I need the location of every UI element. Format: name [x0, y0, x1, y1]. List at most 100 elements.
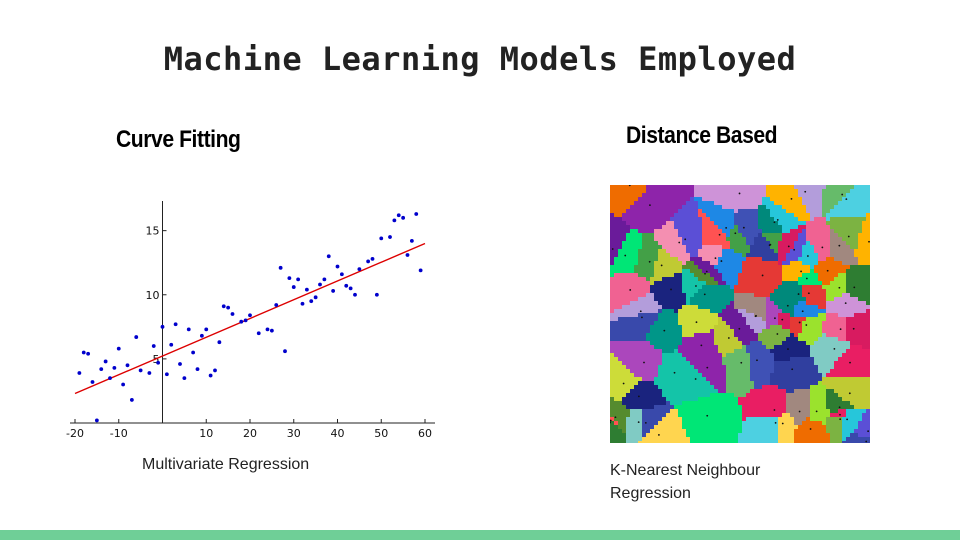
- data-point: [388, 235, 392, 239]
- voronoi-seed: [622, 382, 625, 385]
- data-point: [221, 304, 226, 309]
- data-point: [121, 382, 126, 387]
- data-point: [304, 287, 309, 292]
- voronoi-seed: [718, 233, 721, 236]
- data-point: [81, 350, 86, 355]
- data-point: [326, 254, 331, 259]
- voronoi-seed: [648, 260, 651, 263]
- voronoi-seed: [714, 257, 717, 260]
- data-point: [353, 292, 357, 297]
- voronoi-seed: [769, 243, 772, 246]
- voronoi-seed: [774, 422, 777, 424]
- voronoi-seed: [637, 421, 640, 424]
- voronoi-seed: [800, 270, 802, 273]
- multivariate-regression-caption: Multivariate Regression: [142, 456, 310, 473]
- data-point: [300, 301, 305, 306]
- data-point: [108, 376, 112, 381]
- voronoi-seed: [658, 434, 660, 436]
- data-point: [182, 376, 187, 381]
- data-point: [374, 292, 379, 297]
- data-point: [335, 264, 340, 269]
- data-point: [186, 327, 191, 332]
- y-tick-label: 10: [146, 289, 160, 302]
- data-point: [344, 283, 349, 288]
- voronoi-seed: [839, 418, 842, 421]
- x-tick-label: 50: [374, 427, 388, 440]
- voronoi-seed: [624, 254, 627, 257]
- voronoi-seed: [798, 410, 801, 413]
- voronoi-seed: [826, 269, 829, 272]
- data-point: [243, 318, 248, 323]
- voronoi-seed: [839, 328, 842, 331]
- data-point: [291, 285, 296, 289]
- data-point: [178, 362, 182, 366]
- data-point: [339, 272, 344, 277]
- data-point: [125, 363, 130, 368]
- voronoi-seed: [867, 430, 870, 433]
- data-point: [116, 346, 121, 351]
- data-point: [151, 344, 156, 348]
- data-point: [204, 327, 209, 332]
- data-point: [217, 340, 222, 345]
- voronoi-seed: [738, 192, 741, 195]
- footer-bar: [0, 530, 960, 540]
- data-point: [77, 371, 82, 375]
- data-point: [396, 213, 401, 218]
- x-tick-label: 30: [287, 427, 301, 440]
- regression-scatter-chart: -20-1010203040506051015: [66, 201, 435, 440]
- voronoi-seed: [849, 361, 851, 364]
- voronoi-seed: [801, 310, 804, 313]
- voronoi-seed: [695, 285, 697, 287]
- data-point: [296, 277, 301, 282]
- voronoi-seed: [790, 198, 793, 200]
- data-point: [348, 286, 353, 291]
- voronoi-seed: [700, 344, 703, 347]
- voronoi-seed: [639, 310, 642, 313]
- voronoi-seed: [838, 406, 841, 409]
- voronoi-seed: [773, 221, 776, 224]
- data-point: [287, 276, 292, 280]
- data-point: [409, 239, 414, 243]
- data-point: [94, 418, 99, 423]
- voronoi-diagram-image: [610, 185, 870, 443]
- voronoi-seed: [644, 421, 647, 424]
- voronoi-seed: [614, 416, 617, 419]
- voronoi-seed: [781, 422, 784, 425]
- voronoi-seed: [793, 248, 796, 251]
- data-point: [269, 328, 274, 333]
- voronoi-seed: [611, 248, 614, 250]
- data-point: [156, 360, 161, 365]
- voronoi-seed: [786, 304, 789, 307]
- data-point: [405, 253, 410, 257]
- voronoi-seed: [839, 413, 841, 416]
- voronoi-seed: [848, 392, 851, 395]
- voronoi-seed: [846, 418, 849, 421]
- curve-fitting-heading: Curve Fitting: [116, 126, 241, 153]
- voronoi-seed: [776, 333, 779, 335]
- voronoi-seed: [705, 270, 708, 273]
- voronoi-seed: [776, 219, 779, 221]
- data-point: [103, 359, 108, 364]
- voronoi-seed: [787, 245, 790, 248]
- voronoi-cells: [610, 185, 870, 443]
- x-tick-label: 60: [418, 427, 432, 440]
- data-point: [147, 371, 152, 375]
- data-point: [226, 305, 231, 310]
- data-point: [274, 303, 279, 307]
- y-tick-label: 15: [146, 225, 160, 238]
- voronoi-seed: [740, 361, 743, 364]
- voronoi-seed: [809, 428, 812, 430]
- voronoi-seed: [704, 272, 706, 275]
- data-point: [230, 312, 235, 316]
- voronoi-seed: [694, 378, 697, 380]
- voronoi-seed: [797, 293, 800, 295]
- voronoi-seed: [821, 246, 824, 249]
- data-point: [239, 319, 244, 324]
- voronoi-seed: [852, 327, 855, 330]
- voronoi-seed: [673, 371, 676, 374]
- voronoi-seed: [841, 193, 844, 196]
- data-point: [90, 380, 95, 384]
- voronoi-seed: [787, 348, 789, 350]
- data-point: [129, 398, 134, 402]
- data-point: [418, 268, 423, 273]
